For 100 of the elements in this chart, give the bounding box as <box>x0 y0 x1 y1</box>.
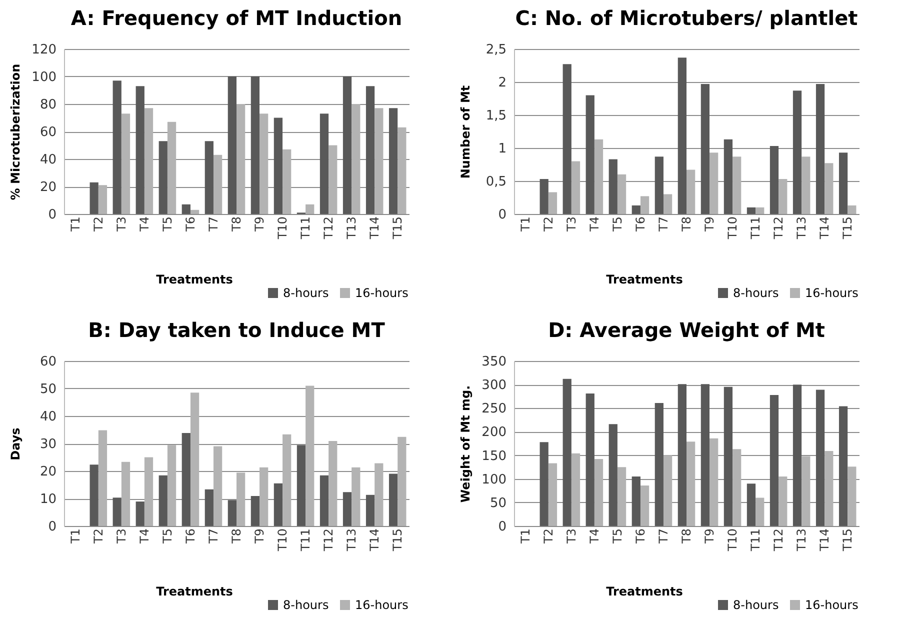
y-axis-title: Number of Mt <box>458 85 472 179</box>
x-tick-label: T1 <box>518 216 532 232</box>
x-tick-label: T2 <box>541 216 556 232</box>
x-tick-label: T8 <box>230 216 244 232</box>
bar <box>838 152 848 214</box>
x-tick-label: T14 <box>368 528 382 552</box>
chart-title: A: Frequency of MT Induction <box>70 6 402 30</box>
x-tick-label: T13 <box>344 216 359 240</box>
x-tick-label: T9 <box>702 528 717 544</box>
bar <box>144 108 154 214</box>
bar <box>778 179 788 214</box>
x-tick-label: T6 <box>183 528 198 544</box>
bar <box>802 156 810 214</box>
y-tick-label: 250 <box>482 402 506 417</box>
x-tick-label: T1 <box>68 216 82 232</box>
y-tick-label: 0,5 <box>486 174 506 190</box>
x-tick-label: T11 <box>298 216 313 240</box>
chart-title: D: Average Weight of Mt <box>548 318 826 342</box>
bar <box>586 394 594 526</box>
bar <box>260 467 268 526</box>
y-tick-label: 40 <box>40 152 56 168</box>
x-axis-title: Treatments <box>156 272 233 286</box>
x-tick-label: T11 <box>748 216 763 240</box>
bar <box>182 433 190 526</box>
bar <box>228 500 236 526</box>
y-axis-title: Days <box>8 428 22 460</box>
y-tick-label: 1 <box>498 142 506 156</box>
bar <box>678 384 686 526</box>
bar <box>778 476 788 526</box>
bar <box>540 442 548 526</box>
legend-label: 8-hours <box>733 286 779 300</box>
y-tick-label: 0 <box>48 520 56 534</box>
chart-title: C: No. of Microtubers/ plantlet <box>515 6 858 30</box>
bar <box>746 484 756 526</box>
y-tick-label: 100 <box>482 472 506 488</box>
bar <box>342 76 352 214</box>
x-tick-label: T3 <box>114 528 128 544</box>
x-tick-label: T14 <box>368 216 382 240</box>
x-tick-label: T15 <box>840 528 855 552</box>
bar <box>724 139 733 214</box>
x-tick-label: T9 <box>702 216 717 232</box>
x-tick-label: T1 <box>518 528 532 544</box>
bar <box>352 104 360 214</box>
bar <box>398 436 406 526</box>
bar <box>352 467 360 526</box>
bar <box>388 474 398 526</box>
bar <box>640 485 650 526</box>
x-tick-label: T11 <box>298 528 313 552</box>
chart-title: B: Day taken to Induce MT <box>88 318 386 342</box>
x-tick-label: T10 <box>276 216 290 240</box>
bar <box>213 446 222 526</box>
x-tick-label: T10 <box>276 528 290 552</box>
x-tick-label: T1 <box>68 528 82 544</box>
y-tick-label: 0 <box>48 208 56 222</box>
x-tick-label: T13 <box>794 216 809 240</box>
bar <box>594 139 604 214</box>
bar <box>112 80 122 214</box>
bar <box>548 463 558 526</box>
y-tick-label: 50 <box>490 496 506 511</box>
x-tick-label: T6 <box>633 216 648 232</box>
x-tick-label: T11 <box>748 528 763 552</box>
bar <box>654 156 664 214</box>
x-tick-label: T10 <box>726 216 740 240</box>
x-axis-title: Treatments <box>606 272 683 286</box>
bar <box>366 86 375 214</box>
bar <box>617 467 626 526</box>
bar <box>136 86 144 214</box>
x-tick-label: T2 <box>91 216 106 232</box>
bar <box>571 161 580 214</box>
bar <box>121 462 130 526</box>
x-tick-label: T6 <box>183 216 198 232</box>
bar <box>816 390 825 526</box>
bar <box>274 118 283 214</box>
bar <box>686 442 696 526</box>
bar <box>802 456 810 526</box>
bar <box>792 90 802 214</box>
bar <box>90 464 98 526</box>
bar <box>144 457 154 526</box>
bar <box>700 84 710 214</box>
bar <box>250 496 260 526</box>
x-tick-label: T3 <box>114 216 128 232</box>
y-tick-label: 300 <box>482 378 506 394</box>
y-tick-label: 80 <box>40 98 56 112</box>
y-axis-title: % Microtuberization <box>8 64 22 200</box>
x-tick-label: T4 <box>137 216 152 232</box>
legend-label: 8-hours <box>283 286 329 300</box>
bar <box>320 114 329 214</box>
bar <box>848 205 856 214</box>
bar <box>260 114 268 214</box>
bar <box>274 483 283 526</box>
y-tick-label: 2,5 <box>486 42 506 58</box>
bar <box>236 104 246 214</box>
bar <box>228 76 236 214</box>
bar <box>158 475 168 526</box>
bar <box>848 466 856 526</box>
y-tick-label: 20 <box>40 180 56 195</box>
bar <box>710 438 718 526</box>
y-tick-label: 0 <box>498 520 506 534</box>
x-tick-label: T10 <box>726 528 740 552</box>
bar <box>663 455 672 526</box>
